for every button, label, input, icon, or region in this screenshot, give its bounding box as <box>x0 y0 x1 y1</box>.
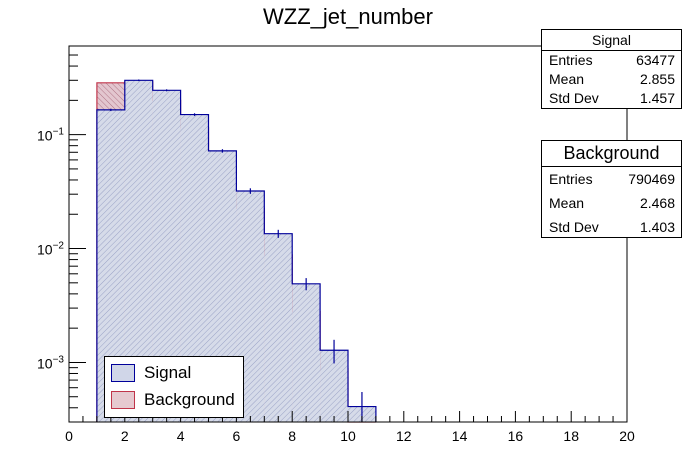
legend: Signal Background <box>104 356 244 418</box>
chart-title: WZZ_jet_number <box>263 4 433 29</box>
stats-value: 790469 <box>628 171 675 187</box>
legend-label: Background <box>144 390 235 409</box>
y-tick-label: 10−3 <box>37 354 64 371</box>
stats-label: Mean <box>549 71 585 87</box>
stats-title: Background <box>542 141 681 167</box>
legend-item-background: Background <box>111 389 239 413</box>
x-tick-label: 2 <box>121 428 129 444</box>
stats-row-mean: Mean 2.855 <box>542 70 681 89</box>
stats-label: Std Dev <box>549 219 599 235</box>
x-tick-label: 16 <box>508 428 524 444</box>
stats-value: 63477 <box>636 52 675 68</box>
stats-row-stddev: Std Dev 1.457 <box>542 89 681 108</box>
signal-bar <box>264 233 293 422</box>
stats-label: Entries <box>549 52 593 68</box>
stats-row-stddev: Std Dev 1.403 <box>542 215 681 239</box>
signal-bar <box>292 283 321 422</box>
x-tick-label: 14 <box>452 428 468 444</box>
stats-label: Mean <box>549 195 585 211</box>
stats-value: 2.468 <box>639 195 675 211</box>
legend-swatch-signal <box>111 364 135 382</box>
x-tick-label: 12 <box>396 428 412 444</box>
x-tick-label: 6 <box>233 428 241 444</box>
x-tick-label: 4 <box>177 428 185 444</box>
stats-box-background: Background Entries 790469 Mean 2.468 Std… <box>541 140 682 238</box>
stats-value: 2.855 <box>639 71 675 87</box>
stats-label: Std Dev <box>549 90 599 106</box>
stats-label: Entries <box>549 171 593 187</box>
legend-swatch-background <box>111 391 135 409</box>
stats-row-mean: Mean 2.468 <box>542 191 681 215</box>
axes: 0 2 4 6 8 10 12 14 16 18 20 10−1 10−2 10−3 <box>37 45 635 444</box>
stats-row-entries: Entries 63477 <box>542 51 681 70</box>
stats-value: 1.403 <box>639 219 675 235</box>
y-tick-label: 10−2 <box>37 241 64 258</box>
legend-item-signal: Signal <box>111 362 239 386</box>
stats-row-entries: Entries 790469 <box>542 167 681 191</box>
x-tick-label: 20 <box>619 428 635 444</box>
x-tick-label: 0 <box>65 428 73 444</box>
x-tick-label: 18 <box>563 428 579 444</box>
x-tick-label: 10 <box>340 428 356 444</box>
stats-box-signal: Signal Entries 63477 Mean 2.855 Std Dev … <box>541 29 682 109</box>
stats-title: Signal <box>542 30 681 51</box>
stats-value: 1.457 <box>639 90 675 106</box>
x-tick-label: 8 <box>288 428 296 444</box>
y-tick-label: 10−1 <box>37 127 64 144</box>
legend-label: Signal <box>144 363 192 382</box>
